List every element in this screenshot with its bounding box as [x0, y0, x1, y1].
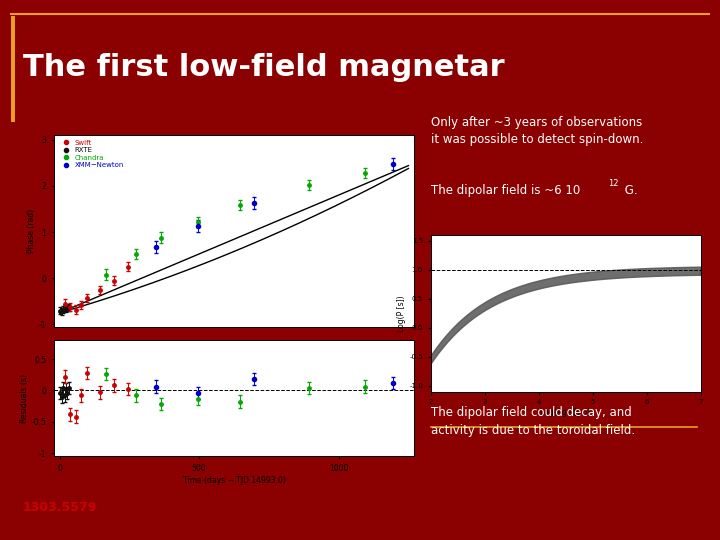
Y-axis label: Log(P [s]): Log(P [s]) — [397, 295, 406, 332]
Text: The dipolar field is ~6 10: The dipolar field is ~6 10 — [431, 184, 580, 197]
Text: G.: G. — [621, 184, 637, 197]
Text: 12: 12 — [608, 179, 619, 188]
X-axis label: Log(Age [yr]): Log(Age [yr]) — [540, 408, 591, 417]
Text: The dipolar field could decay, and: The dipolar field could decay, and — [431, 406, 631, 419]
Legend: Swift, RXTE, Chandra, XMM−Newton: Swift, RXTE, Chandra, XMM−Newton — [58, 138, 125, 170]
Y-axis label: Residuals (s): Residuals (s) — [19, 374, 29, 423]
Text: 1303.5579: 1303.5579 — [23, 501, 97, 514]
Text: The first low-field magnetar: The first low-field magnetar — [23, 53, 505, 82]
Text: Only after ~3 years of observations
it was possible to detect spin-down.: Only after ~3 years of observations it w… — [431, 116, 643, 146]
Text: activity is due to the toroidal field.: activity is due to the toroidal field. — [431, 424, 635, 437]
X-axis label: Time (days − TJD 14993.0): Time (days − TJD 14993.0) — [183, 476, 285, 485]
Y-axis label: Phase (rad): Phase (rad) — [27, 209, 36, 253]
